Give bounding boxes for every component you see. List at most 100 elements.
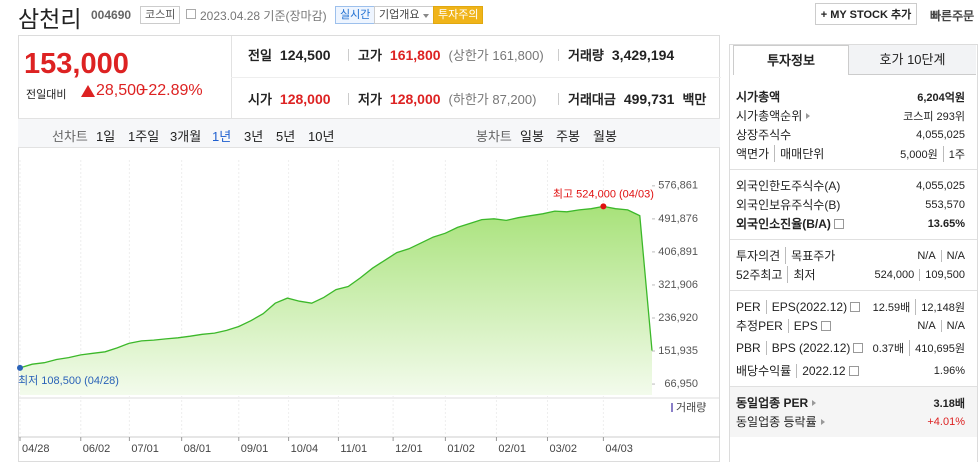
info-value: 0.37배 xyxy=(872,343,905,355)
info-value: 410,695원 xyxy=(909,340,965,356)
info-labels: 동일업종 PER xyxy=(736,394,817,411)
info-value: 4,055,025 xyxy=(916,179,965,192)
info-values: +4.01% xyxy=(927,416,965,428)
info-labels: 상장주식수 xyxy=(736,126,791,143)
info-label: 외국인한도주식수(A) xyxy=(736,179,841,193)
period-tab[interactable]: 3년 xyxy=(244,129,264,144)
basis: 기준(장마감) xyxy=(263,9,327,23)
low-annotation: 최저 108,500 (04/28) xyxy=(18,374,119,387)
period-tab[interactable]: 1주일 xyxy=(128,129,160,144)
field-label: 전일 xyxy=(248,48,272,63)
info-labels: 동일업종 등락률 xyxy=(736,413,825,430)
price-line xyxy=(19,205,653,369)
info-value: 코스피 293위 xyxy=(903,110,965,123)
info-values: 6,204억원 xyxy=(917,89,965,105)
field-separator xyxy=(348,93,349,105)
panel-tab[interactable]: 투자정보 xyxy=(733,45,849,75)
info-label: 배당수익률 xyxy=(736,364,792,378)
field-label: 저가 xyxy=(358,92,382,107)
period-tab[interactable]: 1년 xyxy=(212,129,232,144)
info-labels: 외국인보유주식수(B) xyxy=(736,196,840,213)
volume-legend-icon xyxy=(671,403,673,412)
info-row: 액면가 매매단위 5,000원 1주 xyxy=(730,144,977,163)
price: 153,000 xyxy=(24,48,129,80)
company-label: 기업개요 xyxy=(379,9,420,21)
info-row: 외국인한도주식수(A) 4,055,025 xyxy=(730,176,977,195)
info-section: PER EPS(2022.12) 12.59배 12,148원 추정PER EPS N/A N… xyxy=(730,290,977,386)
info-value: 12.59배 xyxy=(872,301,911,314)
info-value: N/A xyxy=(917,319,936,332)
help-icon xyxy=(850,301,861,312)
stock-code: 004690 xyxy=(91,8,132,22)
dropdown-arrow xyxy=(423,14,430,18)
info-label: PER xyxy=(736,299,761,314)
field-value: 161,800 xyxy=(389,47,441,63)
help-icon xyxy=(820,320,831,331)
basis-date: 2023.04.28 기준(장마감) xyxy=(200,7,327,24)
info-values: N/A N/A xyxy=(917,319,965,332)
info-label: 동일업종 PER xyxy=(736,396,809,410)
info-value: 553,570 xyxy=(925,198,965,211)
period-tab[interactable]: 1일 xyxy=(96,129,116,144)
info-labels: 배당수익률 2022.12 xyxy=(736,362,859,379)
x-tick-label: 08/01 xyxy=(184,443,212,455)
y-tick-label: 66,950 xyxy=(664,378,698,390)
high-annotation: 최고 524,000 (04/03) xyxy=(553,187,654,200)
x-tick-label: 04/03 xyxy=(605,443,633,455)
quote-field: 저가 128,000 (하한가 87,200) xyxy=(358,89,536,108)
info-values: 4,055,025 xyxy=(916,129,965,141)
change-label: 전일대비 xyxy=(26,89,67,101)
info-values: 524,000 109,500 xyxy=(874,268,965,281)
field-value: 499,731 xyxy=(623,91,675,107)
info-section: 시가총액 6,204억원 시가총액순위 코스피 293위 상장주식수 4,055,025 액… xyxy=(730,81,977,169)
period-tab[interactable]: 10년 xyxy=(308,129,335,144)
period-tab[interactable]: 3개월 xyxy=(170,129,202,144)
x-tick-label: 03/02 xyxy=(549,443,577,455)
realtime-badge[interactable]: 실시간 xyxy=(335,6,376,24)
info-labels: 52주최고 최저 xyxy=(736,266,816,283)
info-values: 코스피 293위 xyxy=(903,108,965,124)
help-icon xyxy=(853,343,864,353)
quote-field: 전일 124,500 xyxy=(248,45,331,64)
candle-tab[interactable]: 일봉 xyxy=(520,129,544,144)
candle-chart-label: 봉차트 xyxy=(476,129,512,144)
up-arrow xyxy=(81,85,95,97)
high-point xyxy=(600,203,607,210)
field-value: 3,429,194 xyxy=(611,47,675,63)
info-value: 524,000 xyxy=(874,268,915,281)
period-tab[interactable]: 5년 xyxy=(276,129,296,144)
quote-field: 거래량 3,429,194 xyxy=(568,45,674,64)
info-row[interactable]: 동일업종 PER 3.18배 xyxy=(730,393,977,412)
info-section: 투자의견 목표주가 N/A N/A 52주최고 최저 524,000 109,500 xyxy=(730,239,977,290)
info-label: 투자의견 xyxy=(736,249,781,263)
info-values: 4,055,025 xyxy=(916,180,965,192)
candle-tab[interactable]: 월봉 xyxy=(593,129,617,144)
info-labels: 시가총액 xyxy=(736,88,780,105)
info-labels: PBR BPS (2022.12) xyxy=(736,341,864,355)
info-section: 외국인한도주식수(A) 4,055,025 외국인보유주식수(B) 553,570 외국… xyxy=(730,169,977,239)
info-labels: 액면가 매매단위 xyxy=(736,145,824,162)
field-separator xyxy=(558,49,559,61)
info-label: 액면가 xyxy=(736,147,770,161)
help-icon xyxy=(833,218,844,229)
change: 28,500 xyxy=(96,82,145,99)
info-row[interactable]: 시가총액순위 코스피 293위 xyxy=(730,106,977,125)
info-label: 동일업종 등락률 xyxy=(736,415,817,429)
candle-tab[interactable]: 주봉 xyxy=(556,129,580,144)
y-tick-label: 151,935 xyxy=(658,345,698,357)
info-labels: PER EPS(2022.12) xyxy=(736,299,861,314)
panel-tab[interactable]: 호가 10단계 xyxy=(849,45,976,75)
my-stock-button[interactable]: + MY STOCK 추가 xyxy=(815,3,917,25)
field-label: 거래량 xyxy=(568,48,604,63)
link-arrow xyxy=(806,112,811,119)
quick-order[interactable]: 빠른주문 xyxy=(930,9,975,23)
y-tick-label: 576,861 xyxy=(658,180,698,192)
field-value: 124,500 xyxy=(279,47,331,63)
info-row: 투자의견 목표주가 N/A N/A xyxy=(730,246,977,265)
x-tick-label: 06/02 xyxy=(83,443,111,455)
line-chart-label: 선차트 xyxy=(52,129,88,144)
info-row[interactable]: 동일업종 등락률 +4.01% xyxy=(730,412,977,431)
info-label: BPS (2022.12) xyxy=(765,341,850,355)
calendar-icon xyxy=(186,9,196,19)
